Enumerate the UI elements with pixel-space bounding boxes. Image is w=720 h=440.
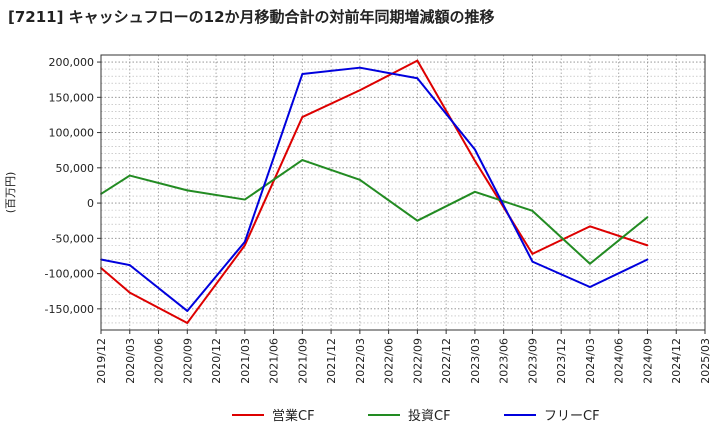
x-tick-label: 2024/06	[613, 338, 626, 384]
y-tick-label: -150,000	[45, 303, 94, 316]
data-point	[531, 252, 534, 255]
x-tick-label: 2021/12	[325, 338, 338, 384]
data-point	[531, 260, 534, 263]
data-point	[358, 89, 361, 92]
y-axis-ticks: 200,000 150,000 100,000 50,000 0 -50,000 -100,…	[45, 56, 101, 316]
data-point	[646, 244, 649, 247]
y-tick-label: -100,000	[45, 268, 94, 281]
data-point	[416, 219, 419, 222]
x-tick-label: 2021/09	[296, 338, 309, 384]
data-point	[358, 178, 361, 181]
x-tick-label: 2022/12	[440, 338, 453, 384]
data-point	[646, 216, 649, 219]
legend-label: 投資CF	[408, 408, 451, 424]
x-tick-label: 2020/09	[181, 338, 194, 384]
data-point	[301, 116, 304, 118]
x-tick-label: 2023/09	[526, 338, 539, 384]
x-tick-label: 2024/09	[641, 338, 654, 384]
legend: 営業CF 投資CF フリーCF	[232, 408, 600, 424]
x-tick-label: 2021/06	[268, 338, 281, 384]
x-tick-label: 2020/03	[124, 338, 137, 384]
x-tick-label: 2021/03	[239, 338, 252, 384]
x-tick-label: 2020/12	[210, 338, 223, 384]
y-tick-label: 150,000	[49, 91, 95, 104]
data-point	[416, 77, 419, 80]
x-axis-ticks: 2019/12 2020/03 2020/06 2020/09 2020/12 2021/…	[95, 330, 712, 384]
data-point	[589, 262, 591, 265]
legend-label: フリーCF	[544, 409, 600, 424]
x-tick-label: 2023/06	[498, 338, 511, 384]
data-point	[301, 73, 304, 75]
data-point	[474, 190, 476, 193]
legend-label: 営業CF	[272, 408, 315, 424]
data-point	[186, 189, 189, 192]
x-tick-label: 2025/03	[699, 338, 712, 384]
data-point	[243, 198, 246, 201]
data-point	[474, 148, 476, 151]
data-point	[243, 244, 246, 247]
data-point	[531, 209, 534, 212]
data-point	[128, 291, 131, 294]
data-point	[589, 225, 591, 228]
data-point	[474, 159, 476, 162]
y-tick-label: 0	[87, 197, 94, 210]
data-point	[128, 264, 131, 267]
chart-title: [7211] キャッシュフローの12か月移動合計の対前年同期増減額の推移	[8, 8, 495, 26]
y-tick-label: 100,000	[49, 127, 95, 140]
x-tick-label: 2019/12	[95, 338, 108, 384]
y-tick-label: 50,000	[56, 162, 95, 175]
y-tick-label: -50,000	[52, 232, 94, 245]
data-point	[301, 159, 304, 161]
plot-frame	[100, 54, 706, 331]
data-point	[186, 322, 189, 324]
data-point	[358, 66, 361, 69]
x-tick-label: 2024/12	[670, 338, 683, 384]
x-tick-label: 2023/12	[555, 338, 568, 384]
x-tick-label: 2022/03	[354, 338, 367, 384]
x-tick-label: 2024/03	[584, 338, 597, 384]
x-tick-label: 2022/09	[411, 338, 424, 384]
data-point	[243, 240, 246, 243]
y-axis-label: (百万円)	[4, 172, 17, 214]
plot-area	[101, 55, 705, 330]
y-tick-label: 200,000	[49, 56, 95, 69]
x-tick-label: 2020/06	[153, 338, 166, 384]
data-point	[646, 258, 649, 261]
series-layer	[100, 59, 649, 324]
data-point	[416, 59, 419, 62]
x-tick-label: 2023/03	[469, 338, 482, 384]
x-tick-label: 2022/06	[383, 338, 396, 384]
data-point	[589, 286, 591, 288]
data-point	[186, 310, 189, 312]
data-point	[128, 174, 131, 177]
